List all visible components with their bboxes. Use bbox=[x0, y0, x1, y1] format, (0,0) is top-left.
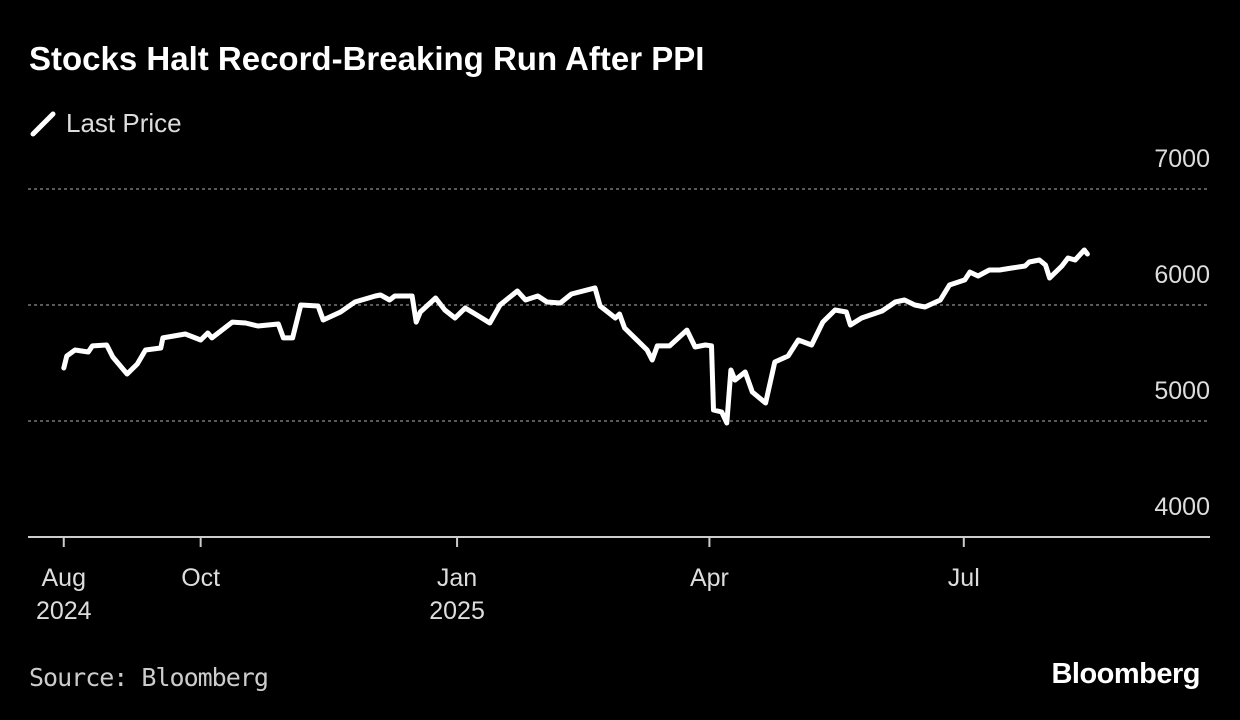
brand-logo: Bloomberg bbox=[1051, 658, 1200, 690]
y-tick-label: 7000 bbox=[1154, 145, 1210, 173]
chart-title: Stocks Halt Record-Breaking Run After PP… bbox=[29, 40, 705, 77]
x-tick-label: Jul bbox=[947, 564, 980, 592]
source: Source: Bloomberg bbox=[29, 663, 269, 692]
x-tick-label: Oct bbox=[181, 564, 221, 592]
legend-swatch bbox=[30, 111, 56, 136]
x-tick-label: Jan 2025 bbox=[429, 564, 485, 625]
x-tick-label: Apr bbox=[689, 564, 729, 592]
price-line bbox=[61, 247, 1090, 426]
y-tick-label: 6000 bbox=[1154, 261, 1210, 289]
x-tick-label: Aug 2024 bbox=[35, 564, 92, 625]
legend: Last Price bbox=[30, 108, 182, 139]
legend-label: Last Price bbox=[66, 108, 182, 138]
y-tick-label: 4000 bbox=[1154, 493, 1210, 521]
y-tick-label: 5000 bbox=[1154, 377, 1210, 405]
